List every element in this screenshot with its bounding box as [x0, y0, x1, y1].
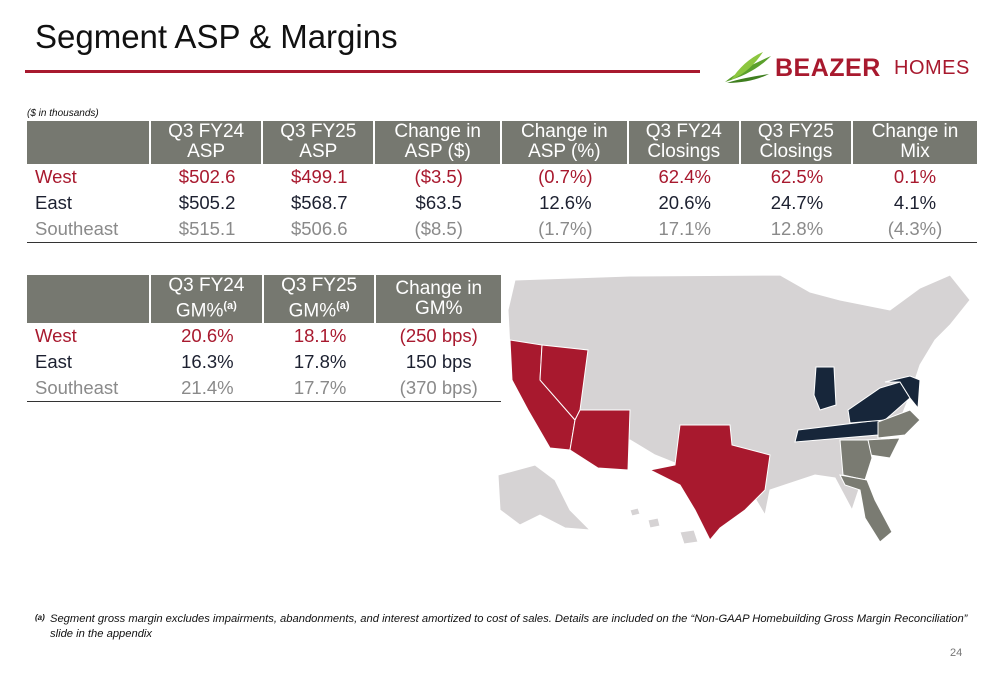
- cell: $499.1: [290, 166, 348, 187]
- company-logo: BEAZER HOMES: [723, 48, 983, 88]
- state-texas: [648, 424, 771, 541]
- alaska: [497, 464, 592, 531]
- cell: $568.7: [290, 192, 348, 213]
- cell: 62.5%: [770, 166, 824, 187]
- header-change-asp-pct: Change in ASP (%): [502, 121, 629, 164]
- cell: $502.6: [178, 166, 236, 187]
- table-row: Southeast 21.4% 17.7% (370 bps): [27, 375, 501, 403]
- header-q3fy25-closings: Q3 FY25 Closings: [740, 121, 854, 164]
- asp-table: Q3 FY24 ASP Q3 FY25 ASP Change in ASP ($) C…: [27, 121, 977, 243]
- state-georgia: [839, 439, 873, 481]
- header-q3fy25-gm: Q3 FY25 GM%(a): [263, 275, 377, 324]
- page-number: 24: [950, 647, 963, 659]
- cell: 20.6%: [181, 325, 234, 347]
- footnote-mark: (a): [35, 613, 45, 622]
- cell: 17.1%: [628, 216, 741, 243]
- cell: $63.5: [415, 192, 462, 213]
- cell: 4.1%: [893, 192, 937, 213]
- cell: (4.3%): [853, 216, 977, 243]
- segment-label: West: [35, 325, 77, 347]
- footnote-text: Segment gross margin excludes impairment…: [50, 613, 968, 640]
- footnote-marker: (a): [223, 300, 237, 312]
- page-title: Segment ASP & Margins: [35, 18, 398, 55]
- cell: (0.7%): [538, 166, 593, 187]
- cell: ($8.5): [375, 216, 503, 243]
- header-q3fy24-gm: Q3 FY24 GM%(a): [151, 275, 264, 324]
- cell: ($3.5): [414, 166, 463, 187]
- table-row: East $505.2 $568.7 $63.5 12.6% 20.6% 24.…: [27, 190, 977, 216]
- cell: 17.7%: [263, 375, 377, 403]
- cell: 24.7%: [770, 192, 824, 213]
- cell: 20.6%: [658, 192, 711, 213]
- cell: (1.7%): [502, 216, 629, 243]
- header-change-asp-dollar: Change in ASP ($): [375, 121, 503, 164]
- state-maryland-delaware: [884, 375, 921, 410]
- cell: 150 bps: [405, 351, 472, 373]
- logo-brand-suffix: HOMES: [894, 57, 970, 79]
- cell: 12.6%: [539, 192, 592, 213]
- gm-table-header: Q3 FY24 GM%(a) Q3 FY25 GM%(a) Change in GM%: [27, 275, 501, 324]
- hawaii: [629, 507, 699, 545]
- table-row: Southeast $515.1 $506.6 ($8.5) (1.7%) 17…: [27, 216, 977, 243]
- cell: $515.1: [151, 216, 264, 243]
- asp-table-header: Q3 FY24 ASP Q3 FY25 ASP Change in ASP ($) C…: [27, 121, 977, 164]
- logo-brand-text: BEAZER: [775, 54, 881, 82]
- state-north-carolina: [877, 409, 921, 439]
- cell: 12.8%: [740, 216, 854, 243]
- cell: 17.8%: [293, 351, 347, 373]
- table-row: East 16.3% 17.8% 150 bps: [27, 349, 501, 375]
- header-blank: [27, 121, 151, 164]
- header-change-gm: Change in GM%: [376, 275, 501, 324]
- cell: $505.2: [178, 192, 236, 213]
- cell: 16.3%: [181, 351, 234, 373]
- title-divider: [25, 70, 700, 73]
- cell: 62.4%: [658, 166, 711, 187]
- state-arizona: [569, 409, 631, 471]
- footnote: (a) Segment gross margin excludes impair…: [35, 612, 970, 642]
- header-q3fy25-asp: Q3 FY25 ASP: [263, 121, 376, 164]
- segment-label: East: [35, 351, 73, 373]
- cell: 18.1%: [293, 325, 347, 347]
- segment-label: Southeast: [27, 375, 151, 403]
- cell: $506.6: [263, 216, 376, 243]
- cell: (250 bps): [399, 325, 478, 347]
- cell: (370 bps): [376, 375, 501, 403]
- footnote-marker: (a): [336, 300, 350, 312]
- cell: 21.4%: [151, 375, 264, 403]
- state-indiana: [813, 366, 837, 411]
- gross-margin-table: Q3 FY24 GM%(a) Q3 FY25 GM%(a) Change in GM%…: [27, 275, 501, 403]
- us-segment-map: [497, 274, 971, 545]
- table-row: West 20.6% 18.1% (250 bps): [27, 323, 501, 349]
- header-q3fy24-closings: Q3 FY24 Closings: [628, 121, 741, 164]
- table-row: West $502.6 $499.1 ($3.5) (0.7%) 62.4% 6…: [27, 164, 977, 190]
- segment-label: Southeast: [27, 216, 151, 243]
- leaf-logo-icon: [725, 52, 771, 83]
- cell: 0.1%: [893, 166, 937, 187]
- units-note: ($ in thousands): [27, 108, 99, 119]
- state-florida: [839, 474, 893, 543]
- header-q3fy24-asp: Q3 FY24 ASP: [151, 121, 264, 164]
- segment-label: East: [35, 192, 73, 213]
- header-change-mix: Change in Mix: [853, 121, 977, 164]
- header-blank: [27, 275, 151, 324]
- segment-label: West: [35, 166, 77, 187]
